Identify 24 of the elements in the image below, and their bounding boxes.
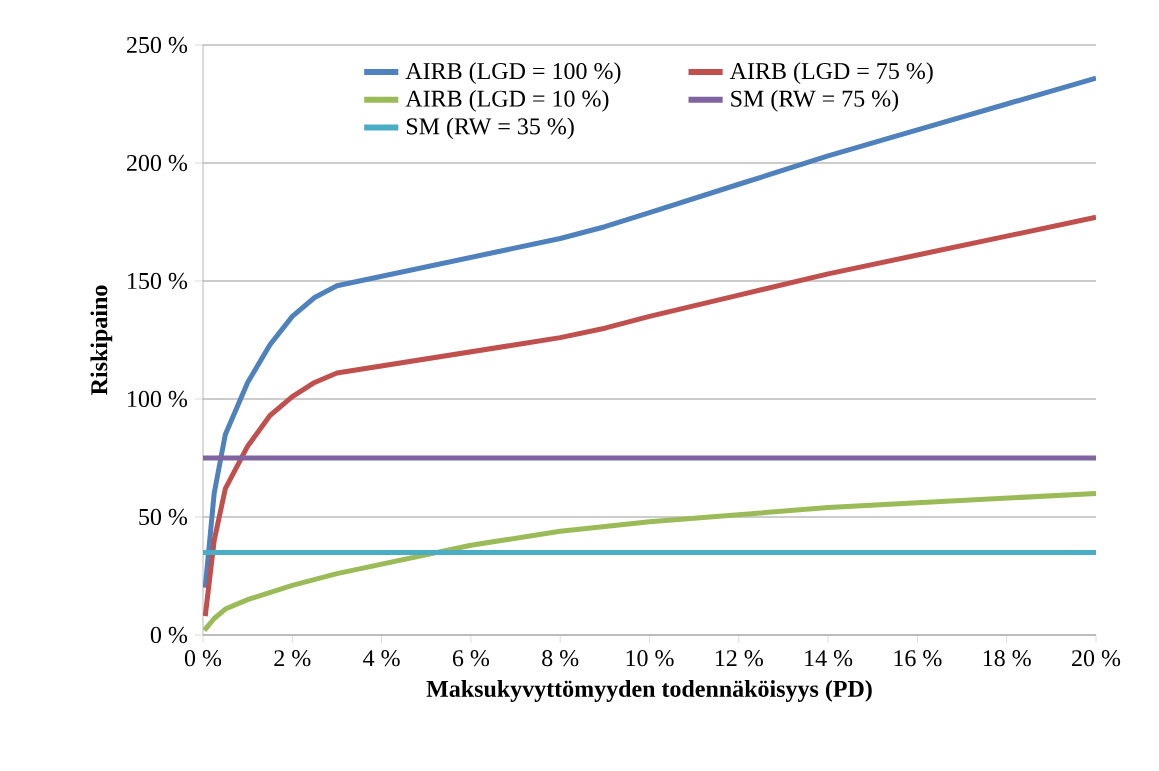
y-tick-label: 150 %	[128, 272, 188, 290]
x-tick-label: 16 %	[894, 650, 942, 667]
legend-label: AIRB (LGD = 100 %)	[405, 62, 621, 85]
y-axis-title: Riskipaino	[90, 285, 113, 395]
x-tick-label: 6 %	[452, 650, 490, 667]
y-tick-label: 0 %	[150, 626, 188, 644]
x-tick-label: 20 %	[1072, 650, 1121, 667]
x-tick-label: 4 %	[363, 650, 400, 667]
x-tick-label: 0 %	[184, 650, 222, 667]
x-tick-label: 14 %	[805, 650, 853, 667]
x-axis-title: Maksukyvyttömyyden todennäköisyys (PD)	[426, 680, 872, 702]
legend-label: AIRB (LGD = 10 %)	[405, 89, 609, 112]
legend-label: SM (RW = 75 %)	[731, 89, 899, 112]
y-tick-label: 250 %	[127, 36, 188, 54]
y-tick-label: 100 %	[128, 390, 188, 408]
legend-label: SM (RW = 35 %)	[406, 117, 574, 140]
x-tick-label: 2 %	[274, 650, 311, 667]
legend-label: AIRB (LGD = 75 %)	[729, 62, 933, 85]
x-tick-label: 12 %	[715, 650, 763, 667]
y-tick-label: 50 %	[139, 508, 188, 526]
x-tick-label: 18 %	[983, 650, 1031, 667]
x-tick-label: 10 %	[626, 650, 674, 667]
x-tick-label: 8 %	[542, 650, 579, 667]
y-tick-label: 200 %	[127, 154, 188, 172]
